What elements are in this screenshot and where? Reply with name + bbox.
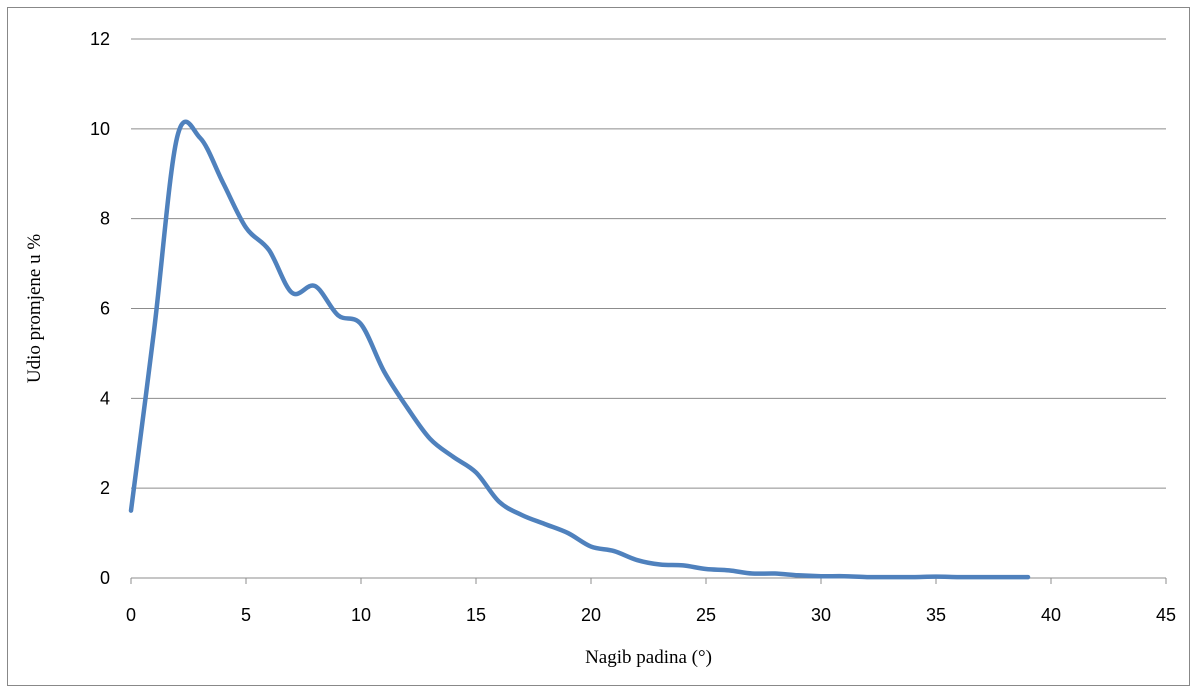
x-tick-label: 15 [466,605,486,625]
y-tick-label: 12 [90,29,110,49]
chart-frame [7,7,1190,686]
x-axis-tick-labels: 0 5 10 15 20 25 30 35 40 45 [126,605,1176,625]
x-tick-label: 35 [926,605,946,625]
x-tick-label: 5 [241,605,251,625]
y-axis-title: Udio promjene u % [24,234,45,384]
y-axis-tick-labels: 0 2 4 6 8 10 12 [90,29,110,588]
x-tick-label: 10 [351,605,371,625]
y-tick-label: 6 [100,299,110,319]
x-axis-title: Nagib padina (°) [585,647,712,668]
y-tick-label: 8 [100,209,110,229]
series-layer [128,119,1031,580]
x-tick-label: 45 [1156,605,1176,625]
x-tick-label: 30 [811,605,831,625]
x-tick-label: 40 [1041,605,1061,625]
y-tick-label: 2 [100,478,110,498]
y-tick-label: 0 [100,568,110,588]
gridlines [131,38,1166,579]
y-tick-label: 4 [100,388,110,408]
series-line-0 [128,119,1031,580]
x-tick-label: 20 [581,605,601,625]
x-tick-label: 25 [696,605,716,625]
y-tick-label: 10 [90,119,110,139]
x-tick-label: 0 [126,605,136,625]
